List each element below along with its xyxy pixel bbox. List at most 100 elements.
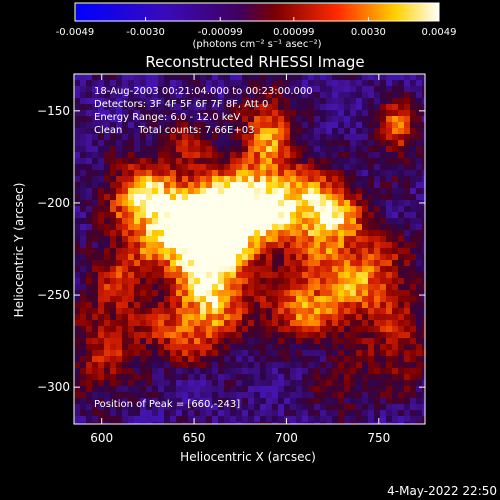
heatmap-cell xyxy=(410,182,417,189)
heatmap-cell xyxy=(158,380,165,387)
heatmap-cell xyxy=(176,308,183,315)
heatmap-cell xyxy=(92,308,99,315)
heatmap-cell xyxy=(218,404,225,411)
heatmap-cell xyxy=(98,92,105,99)
heatmap-cell xyxy=(146,194,153,201)
heatmap-cell xyxy=(320,290,327,297)
heatmap-cell xyxy=(170,416,177,423)
heatmap-cell xyxy=(380,338,387,345)
heatmap-cell xyxy=(416,158,423,165)
heatmap-cell xyxy=(104,344,111,351)
heatmap-cell xyxy=(356,224,363,231)
heatmap-cell xyxy=(104,182,111,189)
heatmap-cell xyxy=(422,272,425,279)
heatmap-cell xyxy=(92,206,99,213)
heatmap-cell xyxy=(284,320,291,327)
heatmap-cell xyxy=(344,92,351,99)
heatmap-cell xyxy=(200,188,207,195)
heatmap-cell xyxy=(362,236,369,243)
heatmap-cell xyxy=(200,380,207,387)
heatmap-cell xyxy=(368,128,375,135)
heatmap-cells xyxy=(74,74,425,424)
heatmap-cell xyxy=(140,320,147,327)
heatmap-cell xyxy=(122,284,129,291)
heatmap-cell xyxy=(272,182,279,189)
heatmap-cell xyxy=(356,260,363,267)
heatmap-cell xyxy=(392,272,399,279)
heatmap-cell xyxy=(332,74,339,81)
heatmap-cell xyxy=(176,296,183,303)
heatmap-cell xyxy=(260,386,267,393)
heatmap-cell xyxy=(254,128,261,135)
heatmap-cell xyxy=(272,80,279,87)
heatmap-cell xyxy=(368,134,375,141)
heatmap-cell xyxy=(308,374,315,381)
heatmap-cell xyxy=(170,278,177,285)
heatmap-cell xyxy=(284,326,291,333)
heatmap-cell xyxy=(170,140,177,147)
heatmap-cell xyxy=(194,314,201,321)
heatmap-cell xyxy=(164,326,171,333)
heatmap-cell xyxy=(122,332,129,339)
heatmap-cell xyxy=(122,182,129,189)
heatmap-cell xyxy=(398,344,405,351)
heatmap-cell xyxy=(188,236,195,243)
heatmap-cell xyxy=(170,98,177,105)
heatmap-cell xyxy=(290,128,297,135)
heatmap-cell xyxy=(98,260,105,267)
heatmap-cell xyxy=(170,194,177,201)
heatmap-cell xyxy=(290,98,297,105)
heatmap-cell xyxy=(380,188,387,195)
heatmap-cell xyxy=(146,290,153,297)
heatmap-cell xyxy=(98,146,105,153)
heatmap-cell xyxy=(230,320,237,327)
heatmap-cell xyxy=(74,338,81,345)
heatmap-cell xyxy=(110,332,117,339)
heatmap-cell xyxy=(212,182,219,189)
heatmap-cell xyxy=(176,404,183,411)
heatmap-cell xyxy=(128,116,135,123)
heatmap-cell xyxy=(146,278,153,285)
heatmap-cell xyxy=(182,338,189,345)
heatmap-cell xyxy=(284,194,291,201)
heatmap-cell xyxy=(422,314,425,321)
heatmap-cell xyxy=(92,326,99,333)
heatmap-cell xyxy=(170,170,177,177)
heatmap-cell xyxy=(332,404,339,411)
heatmap-cell xyxy=(266,386,273,393)
heatmap-cell xyxy=(134,260,141,267)
heatmap-cell xyxy=(104,356,111,363)
heatmap-cell xyxy=(350,260,357,267)
heatmap-cell xyxy=(254,80,261,87)
heatmap-cell xyxy=(188,374,195,381)
heatmap-cell xyxy=(188,146,195,153)
heatmap-cell xyxy=(86,260,93,267)
heatmap-cell xyxy=(296,248,303,255)
heatmap-cell xyxy=(74,314,81,321)
heatmap-cell xyxy=(116,416,123,423)
heatmap-cell xyxy=(122,422,129,424)
heatmap-cell xyxy=(224,260,231,267)
heatmap-cell xyxy=(230,182,237,189)
heatmap-cell xyxy=(86,344,93,351)
heatmap-cell xyxy=(140,158,147,165)
heatmap-cell xyxy=(146,98,153,105)
heatmap-cell xyxy=(140,332,147,339)
heatmap-cell xyxy=(218,170,225,177)
heatmap-cell xyxy=(338,320,345,327)
heatmap-cell xyxy=(338,212,345,219)
heatmap-cell xyxy=(80,134,87,141)
heatmap-cell xyxy=(74,374,81,381)
heatmap-cell xyxy=(296,338,303,345)
heatmap-cell xyxy=(110,326,117,333)
heatmap-cell xyxy=(344,224,351,231)
heatmap-cell xyxy=(356,212,363,219)
heatmap-cell xyxy=(224,380,231,387)
heatmap-cell xyxy=(128,302,135,309)
heatmap-cell xyxy=(422,104,425,111)
heatmap-cell xyxy=(260,284,267,291)
heatmap-cell xyxy=(92,416,99,423)
heatmap-cell xyxy=(356,416,363,423)
heatmap-cell xyxy=(188,368,195,375)
heatmap-cell xyxy=(374,98,381,105)
